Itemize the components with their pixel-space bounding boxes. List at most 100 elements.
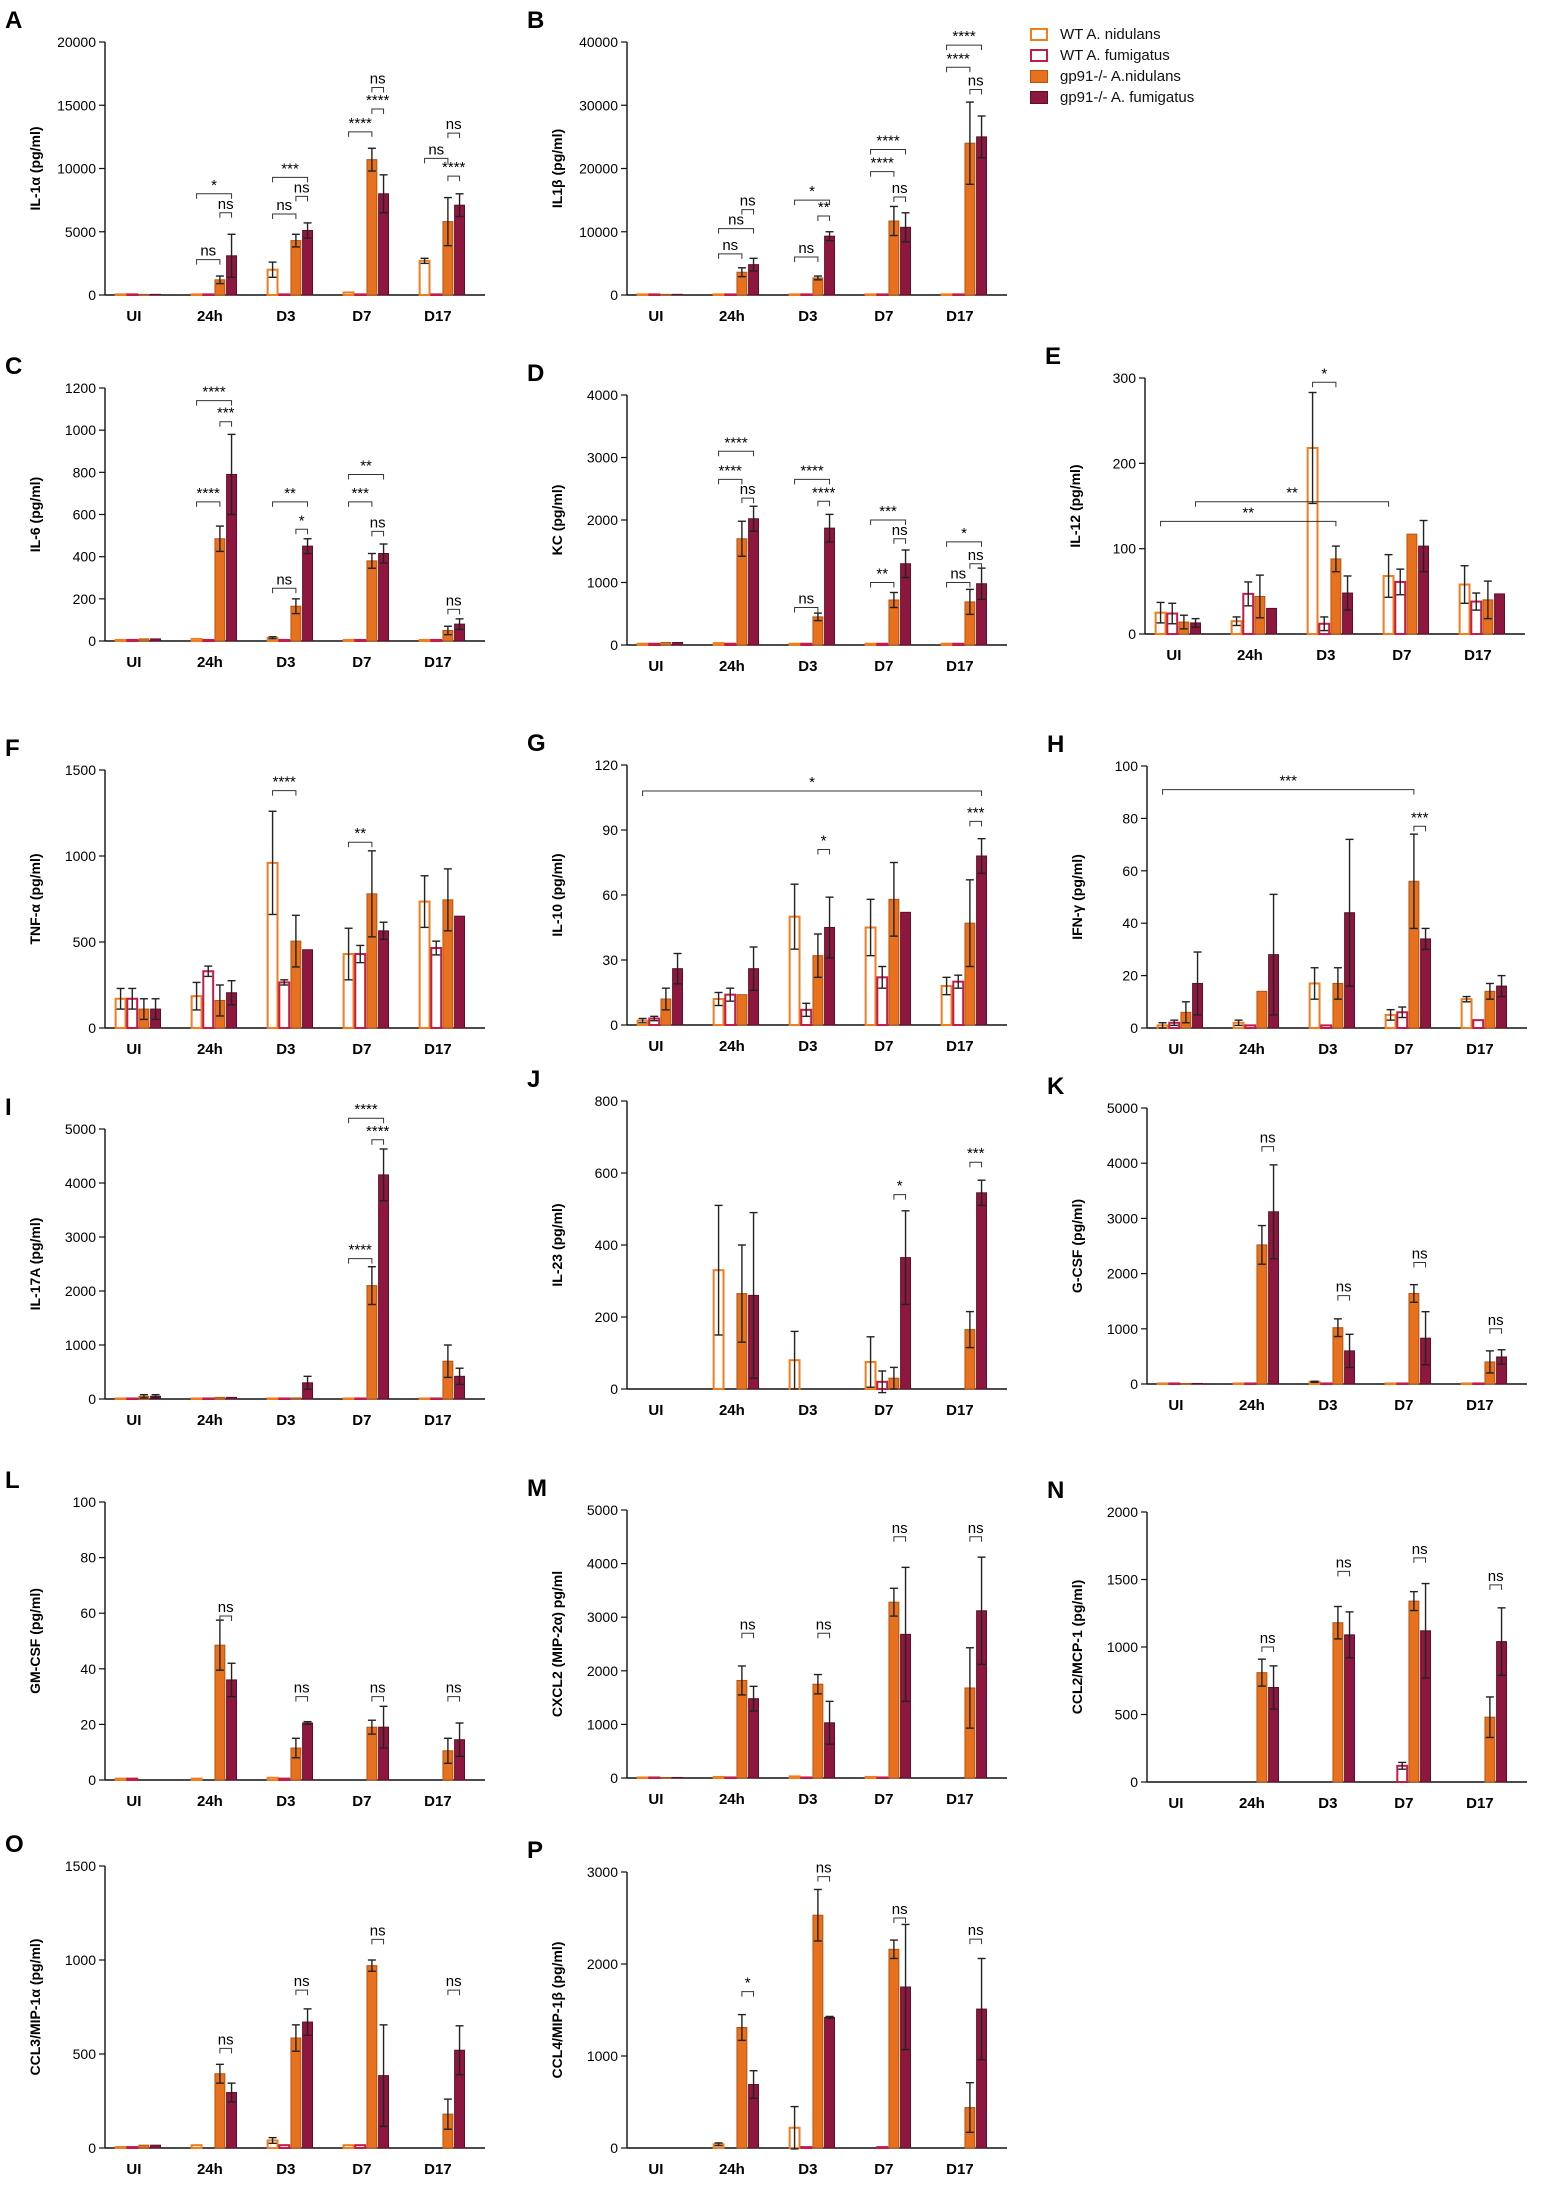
x-tick-label: D17	[946, 1402, 974, 1419]
bar	[354, 1397, 367, 1400]
x-tick-label: D7	[352, 654, 371, 671]
significance-label: ns	[740, 481, 756, 498]
bar	[976, 855, 987, 1026]
y-tick-label: 15000	[57, 97, 96, 113]
y-tick-label: 800	[73, 464, 97, 480]
bar	[876, 293, 889, 296]
significance-label: ****	[273, 774, 297, 791]
bar	[812, 1914, 824, 2149]
significance-label: ns	[1488, 1312, 1504, 1329]
significance-label: ***	[967, 1145, 985, 1162]
x-tick-label: 24h	[197, 1041, 223, 1058]
x-tick-label: 24h	[1239, 1795, 1265, 1812]
bar	[418, 638, 431, 643]
y-tick-label: 120	[595, 757, 619, 773]
bar	[290, 1397, 302, 1400]
x-tick-label: D7	[874, 1402, 893, 1419]
significance-label: ns	[892, 522, 908, 539]
significance-bracket	[272, 176, 309, 183]
significance-label: ns	[446, 116, 462, 133]
legend-swatch	[1030, 28, 1048, 41]
y-tick-label: 600	[73, 507, 97, 523]
x-tick-label: D7	[1394, 1397, 1413, 1414]
bar	[648, 1776, 661, 1779]
bar	[354, 638, 367, 643]
significance-bracket	[969, 88, 983, 95]
significance-bracket	[741, 209, 755, 215]
significance-bracket	[348, 1258, 373, 1264]
significance-label: ***	[879, 503, 897, 520]
y-tick-label: 40	[80, 1661, 96, 1677]
y-tick-label: 0	[88, 1020, 96, 1036]
significance-bracket	[371, 1938, 385, 1945]
significance-label: ns	[446, 592, 462, 609]
significance-label: ns	[218, 1599, 234, 1616]
bar	[266, 1776, 279, 1782]
significance-bracket	[817, 849, 831, 855]
significance-label: ***	[1279, 773, 1297, 790]
chart-panel-d: D 0 1000 2000 3000 4000 KC (pg/ml) UI 24h D3 D7 D17…	[527, 360, 1007, 675]
y-tick-label: 2000	[1107, 1504, 1138, 1520]
y-tick-label: 1500	[1107, 1572, 1138, 1588]
legend-swatch	[1030, 70, 1048, 83]
bar	[342, 2144, 355, 2149]
significance-bracket	[219, 1615, 233, 1621]
y-tick-label: 2000	[587, 512, 618, 528]
significance-bracket	[969, 1161, 983, 1168]
significance-label: ns	[722, 237, 738, 254]
bar	[190, 1777, 203, 1781]
x-tick-label: 24h	[719, 658, 745, 675]
significance-bracket	[196, 193, 233, 199]
significance-label: ns	[1488, 1568, 1504, 1585]
significance-label: ns	[892, 1901, 908, 1918]
y-axis-title: CXCL2 (MIP-2α) pg/ml	[549, 1571, 565, 1717]
bar	[636, 293, 649, 296]
figure-legend: WT A. nidulans WT A. fumigatus gp91-/- A…	[1030, 24, 1330, 108]
y-tick-label: 0	[610, 2140, 618, 2156]
significance-bracket	[1413, 825, 1427, 832]
bar	[290, 240, 302, 296]
bar	[278, 981, 291, 1029]
y-tick-label: 0	[88, 1391, 96, 1407]
bar	[940, 293, 953, 296]
bar	[378, 1174, 389, 1400]
significance-label: ns	[1260, 1130, 1276, 1147]
significance-label: ****	[197, 485, 221, 502]
bar	[876, 642, 889, 646]
significance-label: *	[1321, 365, 1327, 382]
significance-label: *	[961, 525, 967, 542]
significance-label: ns	[1336, 1279, 1352, 1296]
significance-label: ns	[1412, 1246, 1428, 1263]
significance-label: ns	[892, 1520, 908, 1537]
bar	[712, 293, 725, 296]
y-tick-label: 20	[1122, 968, 1138, 984]
significance-bracket	[295, 1696, 309, 1702]
bar	[202, 1397, 215, 1400]
x-tick-label: 24h	[1239, 1397, 1265, 1414]
y-tick-label: 5000	[65, 224, 96, 240]
bar	[1408, 1292, 1420, 1385]
y-tick-label: 80	[80, 1550, 96, 1566]
bar	[800, 2146, 813, 2150]
significance-bracket	[447, 132, 461, 139]
x-tick-label: D17	[424, 654, 452, 671]
significance-label: **	[1242, 504, 1254, 521]
significance-bracket	[870, 149, 907, 155]
significance-label: ***	[1411, 809, 1429, 826]
bar	[1266, 607, 1277, 635]
x-tick-label: D17	[424, 1041, 452, 1058]
significance-label: ns	[1412, 1541, 1428, 1558]
bar	[1332, 1622, 1344, 1783]
significance-bracket	[946, 541, 983, 547]
significance-bracket	[794, 607, 819, 613]
bar	[788, 1775, 801, 1779]
significance-label: ***	[281, 160, 299, 177]
y-tick-label: 0	[610, 637, 618, 653]
y-tick-label: 1000	[1107, 1639, 1138, 1655]
bar	[1244, 1382, 1257, 1385]
significance-label: ****	[812, 484, 836, 501]
significance-label: ns	[446, 1973, 462, 1990]
x-tick-label: 24h	[1237, 647, 1263, 664]
x-tick-label: 24h	[719, 1038, 745, 1055]
